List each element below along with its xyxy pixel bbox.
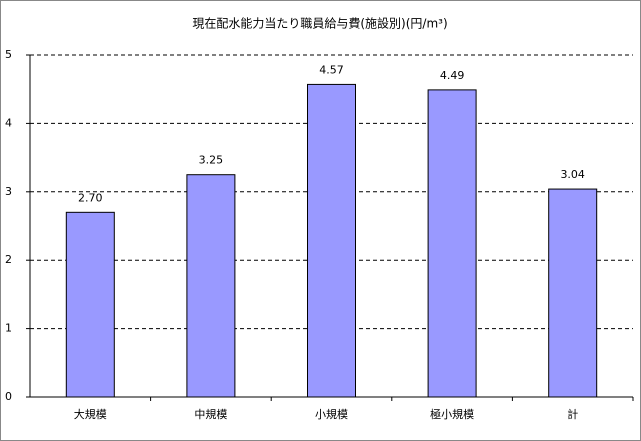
y-tick-label: 1 <box>5 322 12 335</box>
value-label: 2.70 <box>78 191 103 204</box>
bar <box>65 211 115 398</box>
x-tick-label: 計 <box>567 407 578 421</box>
x-tick-label: 中規模 <box>194 407 227 421</box>
bar <box>186 174 236 398</box>
value-label: 3.25 <box>199 154 224 167</box>
x-tick-label: 大規模 <box>74 407 107 421</box>
y-tick-label: 2 <box>5 253 12 266</box>
value-label: 4.49 <box>440 69 465 82</box>
x-tick-label: 小規模 <box>315 407 348 421</box>
bar <box>307 83 356 398</box>
y-tick-label: 3 <box>5 185 12 198</box>
y-tick-label: 4 <box>5 116 12 129</box>
y-tick-label: 5 <box>5 48 12 61</box>
chart-title: 現在配水能力当たり職員給与費(施設別)(円/m³) <box>192 16 447 31</box>
y-tick-label: 0 <box>5 390 12 403</box>
bar <box>427 89 477 398</box>
bar <box>548 188 598 398</box>
value-label: 3.04 <box>560 168 585 181</box>
x-tick-label: 極小規模 <box>430 407 474 421</box>
value-label: 4.57 <box>319 63 344 76</box>
